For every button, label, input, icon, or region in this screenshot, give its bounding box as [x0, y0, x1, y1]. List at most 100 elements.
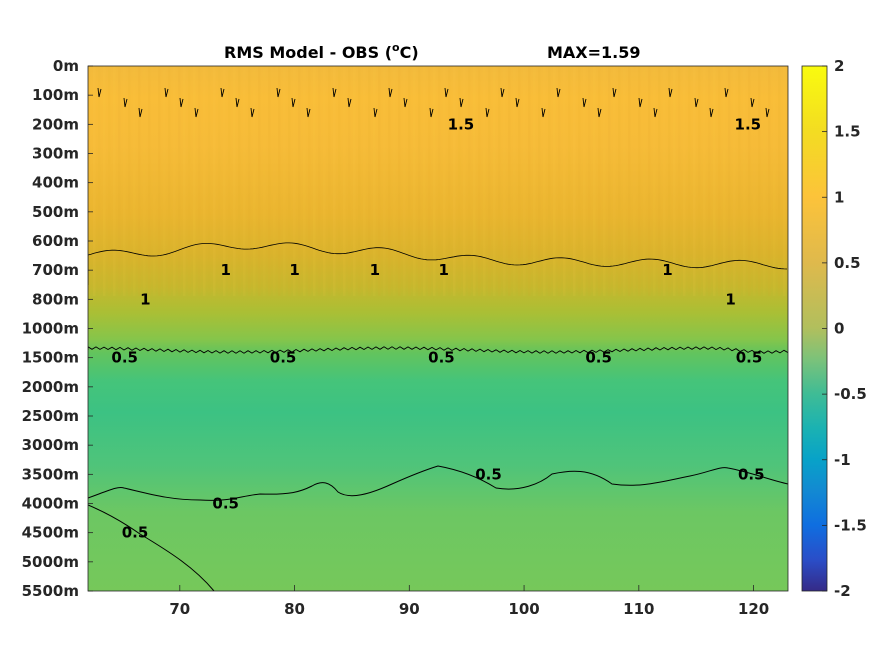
y-tick-label: 3000m [22, 436, 79, 454]
field-stripe [143, 66, 146, 296]
contour-line [138, 107, 143, 118]
field-stripe [248, 66, 251, 296]
contour-label: 0.5 [475, 465, 502, 483]
field-stripe [663, 66, 666, 296]
field-stripe [528, 66, 531, 296]
contour-label: 0.5 [738, 465, 765, 483]
contour-line [164, 87, 169, 98]
x-tick-label: 70 [169, 600, 190, 618]
field-stripe [308, 66, 311, 296]
field-stripe [333, 66, 336, 296]
y-tick-label: 100m [32, 86, 79, 104]
field-stripe [478, 66, 481, 296]
contour-label: 1 [662, 261, 672, 279]
contour-line [220, 87, 225, 98]
contour-line [291, 97, 296, 108]
field-bands [88, 66, 786, 296]
contour-label: 1 [289, 261, 299, 279]
field-stripe [448, 66, 451, 296]
field-stripe [203, 66, 206, 296]
y-tick-label: 5000m [22, 553, 79, 571]
field-stripe [673, 66, 676, 296]
field-stripe [488, 66, 491, 296]
contour-label: 1 [370, 261, 380, 279]
contour-label: 0.5 [212, 495, 239, 513]
field-stripe [323, 66, 326, 296]
y-tick-label: 300m [32, 145, 79, 163]
plot-area: 1.5 1.5 1 1 1 1 1 1 1 0.5 0.5 0.5 0.5 0.5 0.5 0.5 0.5 0.5 [87, 65, 789, 592]
colorbar-tick-label: 1.5 [834, 123, 861, 141]
field-stripe [563, 66, 566, 296]
field-stripe [698, 66, 701, 296]
colorbar-ticks: 2 1.5 1 0.5 0 -0.5 -1 -1.5 -2 [822, 57, 867, 600]
field-stripe [508, 66, 511, 296]
field-stripe [758, 66, 761, 296]
field-stripe [148, 66, 151, 296]
x-tick-label: 110 [623, 600, 654, 618]
field-stripe [293, 66, 296, 296]
contour-line [653, 107, 658, 118]
contour-line [373, 107, 378, 118]
field-stripe [368, 66, 371, 296]
contour-line [694, 97, 699, 108]
field-stripe [278, 66, 281, 296]
y-tick-label: 200m [32, 115, 79, 133]
field-stripe [198, 66, 201, 296]
field-stripe [518, 66, 521, 296]
field-stripe [453, 66, 456, 296]
y-tick-label: 4000m [22, 495, 79, 513]
field-stripe [373, 66, 376, 296]
y-tick-label: 700m [32, 261, 79, 279]
contour-line [276, 87, 281, 98]
contour-line [750, 97, 755, 108]
field-stripe [483, 66, 486, 296]
field-stripe [133, 66, 136, 296]
contour-line [179, 97, 184, 108]
field-stripe [773, 66, 776, 296]
y-tick-label: 1000m [22, 320, 79, 338]
field-stripe [468, 66, 471, 296]
field-stripe [378, 66, 381, 296]
field-stripe [573, 66, 576, 296]
field-stripe [403, 66, 406, 296]
field-stripe [233, 66, 236, 296]
y-tick-label: 5500m [22, 582, 79, 600]
contour-line [250, 107, 255, 118]
field-stripe [388, 66, 391, 296]
contour-label: 1 [725, 290, 735, 308]
field-stripe [493, 66, 496, 296]
field-stripe [113, 66, 116, 296]
field-stripe [668, 66, 671, 296]
colorbar-tick-label: -2 [834, 582, 851, 600]
y-axis: 0m 100m 200m 300m 400m 500m 600m 700m 800m 1000m 1… [22, 57, 93, 600]
field-stripe [513, 66, 516, 296]
contour-labels: 1.5 1.5 1 1 1 1 1 1 1 0.5 0.5 0.5 0.5 0.5 0.5 0.5 0.5 0.5 [111, 115, 764, 541]
field-stripe [623, 66, 626, 296]
contour-label: 0.5 [111, 349, 138, 367]
field-stripe [548, 66, 551, 296]
field-stripe [703, 66, 706, 296]
contour-label: 1 [220, 261, 230, 279]
field-stripe [648, 66, 651, 296]
field-stripe [778, 66, 781, 296]
field-stripe [208, 66, 211, 296]
field-stripe [258, 66, 261, 296]
contour-line [388, 87, 393, 98]
field-stripe [543, 66, 546, 296]
chart-title: RMS Model - OBS (oC) [224, 41, 419, 62]
contour-line [444, 87, 449, 98]
contour-line [556, 87, 561, 98]
field-stripe [783, 66, 786, 296]
field-stripe [463, 66, 466, 296]
field-stripe [653, 66, 656, 296]
y-tick-label: 500m [32, 203, 79, 221]
contour-line [88, 346, 788, 354]
field-stripe [428, 66, 431, 296]
colorbar-tick-label: 1 [834, 188, 844, 206]
y-tick-label: 600m [32, 232, 79, 250]
field-stripe [343, 66, 346, 296]
field-stripe [558, 66, 561, 296]
field-stripe [318, 66, 321, 296]
field-stripe [728, 66, 731, 296]
field-stripe [433, 66, 436, 296]
